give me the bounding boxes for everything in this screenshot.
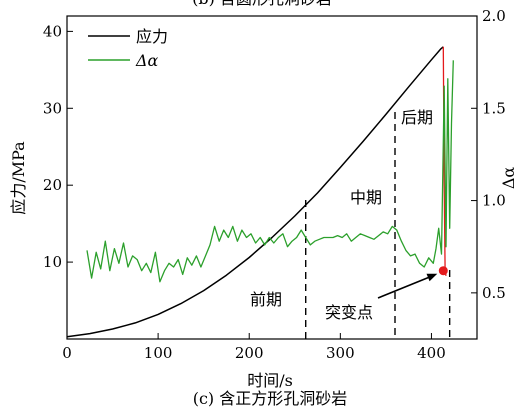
x-tick-label: 0 [62, 344, 72, 362]
x-axis-title: 时间/s [247, 371, 293, 390]
right-y-tick-label: 2.0 [482, 7, 506, 25]
x-axis: 0 100 200 300 400 [62, 333, 446, 362]
x-tick-label: 100 [144, 344, 173, 362]
x-tick-label: 200 [235, 344, 264, 362]
right-y-axis-title: Δα [499, 167, 518, 190]
left-y-axis-title: 应力/MPa [9, 141, 28, 215]
phase-label-early: 前期 [250, 290, 282, 309]
figure-caption-bottom: (c) 含正方形孔洞砂岩 [193, 389, 348, 408]
mutation-point-marker [439, 266, 448, 275]
left-y-axis: 10 20 30 40 [43, 22, 73, 271]
legend-label-stress: 应力 [136, 27, 168, 46]
left-y-tick-label: 30 [43, 99, 62, 117]
x-tick-label: 300 [326, 344, 355, 362]
mutation-point-arrow [378, 277, 430, 298]
mutation-point-arrowhead [427, 274, 438, 281]
legend: 应力 Δα [88, 27, 168, 70]
figure-caption-top: (b) 含圆形孔洞砂岩 [192, 0, 332, 8]
series-line [87, 60, 453, 281]
phase-label-late: 后期 [401, 108, 433, 127]
legend-label-delta-alpha: Δα [135, 51, 159, 70]
right-y-axis: 0.5 1.0 1.5 2.0 [471, 7, 506, 302]
right-y-tick-label: 1.5 [482, 99, 506, 117]
phase-label-middle: 中期 [350, 188, 382, 207]
left-y-tick-label: 40 [43, 22, 62, 40]
right-y-tick-label: 1.0 [482, 192, 506, 210]
left-y-tick-label: 20 [43, 176, 62, 194]
left-y-tick-label: 10 [43, 253, 62, 271]
right-y-tick-label: 0.5 [482, 284, 506, 302]
x-tick-label: 400 [417, 344, 446, 362]
mutation-point-label: 突变点 [325, 303, 373, 322]
